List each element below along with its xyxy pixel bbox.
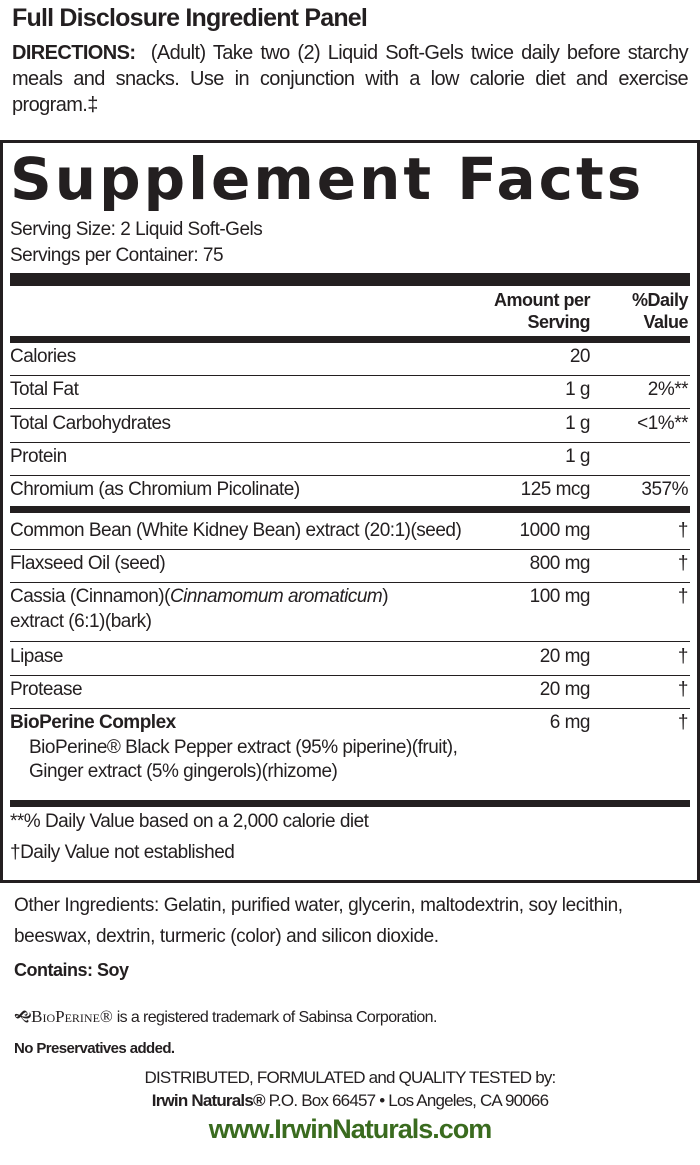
divider	[10, 408, 690, 409]
distributor-line: DISTRIBUTED, FORMULATED and QUALITY TEST…	[144, 1068, 557, 1087]
distributor-address: Irwin Naturals® P.O. Box 66457 • Los Ang…	[151, 1091, 549, 1110]
divider	[10, 582, 690, 583]
page-title: Full Disclosure Ingredient Panel	[12, 4, 368, 32]
leaf-icon: 🙝	[14, 1009, 32, 1026]
directions-label: DIRECTIONS:	[12, 42, 136, 64]
allergen-contains: Contains: Soy	[14, 960, 129, 980]
footnote-not-established: †Daily Value not established	[10, 842, 235, 863]
supplement-facts-title: Supplement Facts	[10, 145, 645, 213]
divider-thick	[10, 273, 690, 286]
servings-per-container: Servings per Container: 75	[10, 245, 224, 266]
divider	[10, 475, 690, 476]
col-amount-header: Amount per Serving	[494, 290, 591, 332]
divider	[10, 641, 690, 642]
website-link[interactable]: www.IrwinNaturals.com	[208, 1114, 493, 1144]
divider-medium	[10, 506, 690, 513]
other-ingredients: Other Ingredients: Gelatin, purified wat…	[14, 895, 623, 947]
supplement-facts-panel: Supplement Facts Serving Size: 2 Liquid …	[0, 140, 700, 883]
no-preservatives: No Preservatives added.	[14, 1040, 175, 1057]
trademark-notice: 🙝BioPerine® is a registered trademark of…	[14, 1007, 437, 1026]
divider-medium	[10, 336, 690, 343]
directions: DIRECTIONS: (Adult) Take two (2) Liquid …	[12, 40, 689, 118]
footnote-daily-value: **% Daily Value based on a 2,000 calorie…	[10, 811, 369, 832]
divider	[10, 708, 690, 709]
divider	[10, 675, 690, 676]
serving-size: Serving Size: 2 Liquid Soft-Gels	[10, 219, 263, 240]
divider	[10, 549, 690, 550]
divider	[10, 442, 690, 443]
col-dv-header: %Daily Value	[631, 290, 689, 332]
directions-text: (Adult) Take two (2) Liquid Soft-Gels tw…	[12, 42, 689, 116]
bioperine-logo: BioPerine®	[31, 1007, 113, 1026]
divider	[10, 375, 690, 376]
divider-medium	[10, 800, 690, 807]
